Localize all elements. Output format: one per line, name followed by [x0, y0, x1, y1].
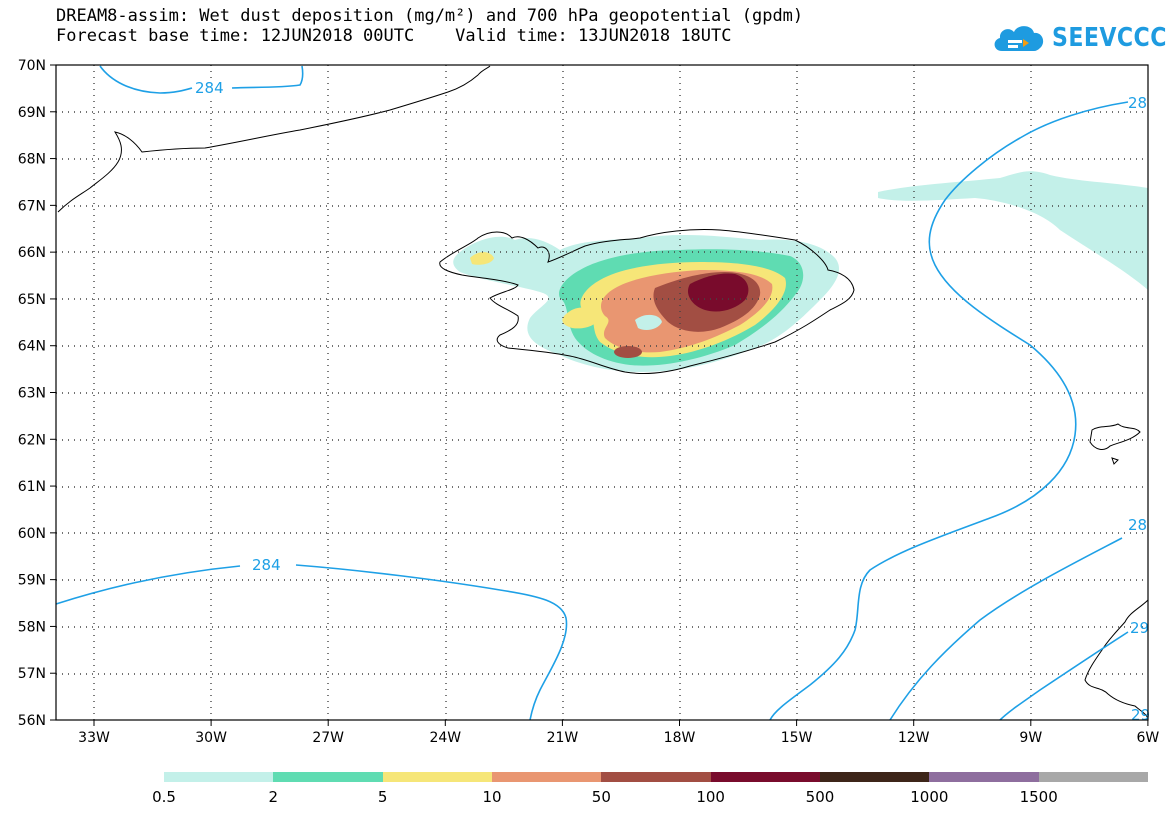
contour-label: 284 — [252, 556, 281, 574]
dust-patch-east — [878, 171, 1148, 290]
colorbar-swatch — [164, 772, 274, 782]
longitude-label: 18W — [664, 730, 696, 746]
colorbar-swatch — [382, 772, 492, 782]
colorbar-swatch — [929, 772, 1039, 782]
scotland-coastline — [1084, 599, 1149, 721]
colorbar-swatch — [820, 772, 930, 782]
latitude-label: 67N — [18, 198, 46, 214]
colorbar — [164, 772, 1148, 782]
colorbar-swatch — [601, 772, 711, 782]
map-title: DREAM8-assim: Wet dust deposition (mg/m²… — [56, 6, 804, 26]
latitude-label: 66N — [18, 245, 46, 261]
gridlines — [56, 65, 1148, 720]
latitude-label: 59N — [18, 573, 46, 589]
map-subtitle: Forecast base time: 12JUN2018 00UTC Vali… — [56, 26, 732, 46]
colorbar-label: 0.5 — [152, 788, 176, 806]
cloud-icon — [994, 26, 1044, 51]
latitude-label: 70N — [18, 58, 46, 74]
latitude-label: 56N — [18, 713, 46, 729]
colorbar-swatch — [492, 772, 602, 782]
colorbar-swatch — [273, 772, 383, 782]
colorbar-label: 5 — [377, 788, 388, 806]
latitude-label: 64N — [18, 339, 46, 355]
latitude-label: 65N — [18, 292, 46, 308]
colorbar-label: 50 — [591, 788, 611, 806]
contour-label: 28 — [1128, 94, 1147, 112]
longitude-label: 15W — [781, 730, 813, 746]
seevccc-logo: SEEVCCC — [990, 18, 1175, 58]
colorbar-label: 100 — [696, 788, 725, 806]
colorbar-label: 2 — [268, 788, 279, 806]
latitude-axis: 70N 69N 68N 67N 66N 65N 64N 63N 62N 61N 60N 59N 58N 5… — [18, 58, 56, 729]
colorbar-label: 1000 — [910, 788, 949, 806]
iceland-coastline — [439, 228, 855, 375]
longitude-label: 27W — [312, 730, 344, 746]
colorbar-label: 500 — [805, 788, 835, 806]
colorbar-label: 1500 — [1019, 788, 1058, 806]
contour-label: 29 — [1130, 619, 1149, 637]
longitude-axis: 33W 30W 27W 24W 21W 18W 15W 12W 9W 6W — [78, 720, 1159, 746]
latitude-label: 62N — [18, 432, 46, 448]
colorbar-label: 10 — [482, 788, 502, 806]
longitude-label: 24W — [429, 730, 461, 746]
latitude-label: 60N — [18, 526, 46, 542]
latitude-label: 63N — [18, 386, 46, 402]
colorbar-swatch — [1038, 772, 1148, 782]
longitude-label: 9W — [1019, 730, 1042, 746]
dust-deposition-field — [453, 234, 840, 372]
contour-label: 29 — [1131, 706, 1150, 724]
longitude-label: 21W — [547, 730, 579, 746]
latitude-label: 68N — [18, 152, 46, 168]
latitude-label: 61N — [18, 479, 46, 495]
logo-text: SEEVCCC — [1052, 23, 1167, 53]
contour-label: 284 — [195, 79, 224, 97]
longitude-label: 33W — [78, 730, 110, 746]
latitude-label: 69N — [18, 105, 46, 121]
contour-label: 28 — [1128, 516, 1147, 534]
geopotential-contours — [55, 65, 1129, 721]
longitude-label: 6W — [1137, 730, 1160, 746]
longitude-label: 12W — [898, 730, 930, 746]
longitude-label: 30W — [195, 730, 227, 746]
latitude-label: 58N — [18, 619, 46, 635]
latitude-label: 57N — [18, 666, 46, 682]
faroe-islands — [1089, 423, 1141, 465]
greenland-coastline — [57, 65, 491, 213]
colorbar-swatch — [710, 772, 820, 782]
